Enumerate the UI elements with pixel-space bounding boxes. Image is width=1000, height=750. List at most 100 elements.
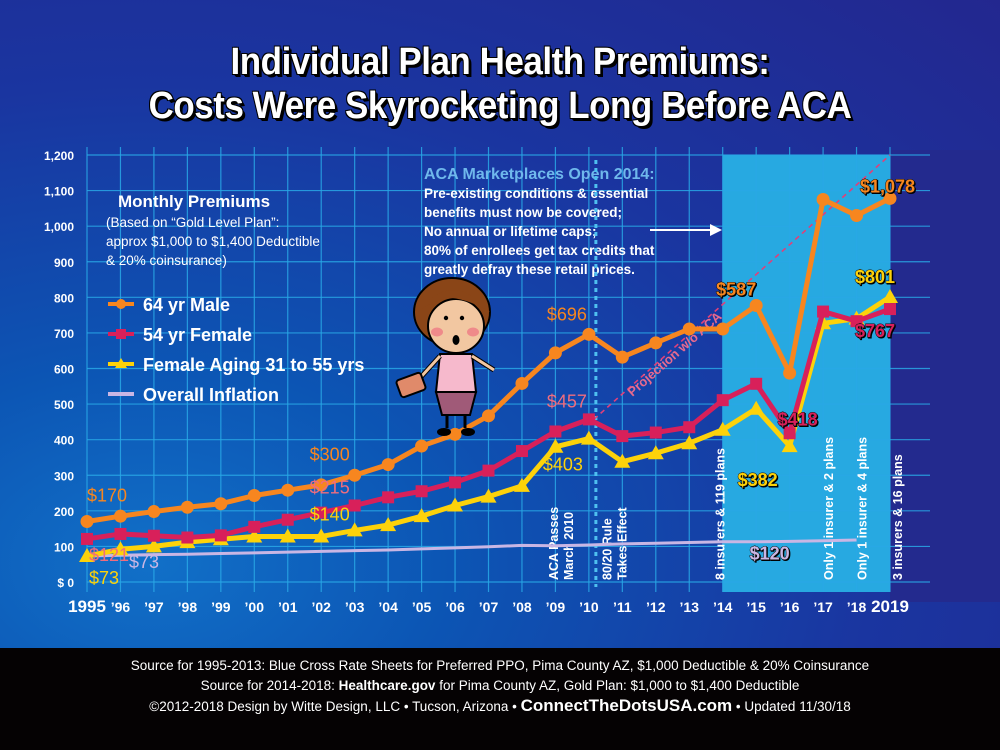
y-tick-label: 300 xyxy=(54,469,74,483)
legend-note-line: approx $1,000 to $1,400 Deductible xyxy=(106,234,320,249)
point-female54 xyxy=(114,527,127,540)
point-female54 xyxy=(817,305,830,318)
point-female_aging xyxy=(882,288,898,303)
x-tick-label: ’09 xyxy=(546,599,566,615)
point-female54 xyxy=(181,531,194,544)
projection-label: Projection w/o ACA xyxy=(624,308,725,399)
x-tick-label: ’06 xyxy=(445,599,465,615)
point-female54 xyxy=(750,377,763,390)
data-label: $696 xyxy=(547,304,587,324)
data-label: $73 xyxy=(129,552,159,572)
point-female_aging xyxy=(614,453,631,468)
point-female54 xyxy=(214,529,227,542)
point-female54 xyxy=(515,445,528,458)
legend-label: 64 yr Male xyxy=(143,295,230,315)
point-male64 xyxy=(147,505,161,519)
point-female_aging xyxy=(748,400,765,415)
point-female_aging xyxy=(313,528,330,543)
point-male64 xyxy=(816,192,830,206)
point-female_aging xyxy=(447,497,464,512)
x-tick-label: ’11 xyxy=(613,599,632,615)
legend-circle-marker-icon xyxy=(116,299,126,309)
site-link[interactable]: ConnectTheDotsUSA.com xyxy=(520,696,733,715)
x-tick-label: ’97 xyxy=(144,599,164,615)
point-female_aging xyxy=(714,421,731,436)
point-male64 xyxy=(381,458,395,472)
credit-prefix: ©2012-2018 Design by Witte Design, LLC •… xyxy=(149,699,521,714)
point-female54 xyxy=(582,413,595,426)
legend-square-marker-icon xyxy=(116,329,126,339)
point-male64 xyxy=(749,299,763,313)
premium-chart: $ 0 100 200 300 400 500 600 700 800 900 1,000 1,100… xyxy=(44,147,1000,616)
data-label: $73 xyxy=(89,568,119,588)
x-tick-label: ’99 xyxy=(211,599,231,615)
data-label: $801 xyxy=(855,267,895,287)
point-female54 xyxy=(783,427,796,440)
data-label: $1,078 xyxy=(860,176,915,196)
x-tick-label: ’15 xyxy=(746,599,766,615)
y-tick-label: 600 xyxy=(54,363,74,377)
source-footer: Source for 1995-2013: Blue Cross Rate Sh… xyxy=(0,648,1000,750)
point-female54 xyxy=(549,425,562,438)
credit-line: ©2012-2018 Design by Witte Design, LLC •… xyxy=(0,696,1000,717)
x-tick-label: ’12 xyxy=(646,599,666,615)
healthcare-gov-label: Healthcare.gov xyxy=(338,678,436,693)
point-male64 xyxy=(348,468,362,482)
point-female_aging xyxy=(145,538,162,553)
vertical-annotation: 80/20 Rule xyxy=(600,518,614,580)
legend-note-line: & 20% coinsurance) xyxy=(106,253,227,268)
aca-callout-line: Pre-existing conditions & essential xyxy=(424,186,648,201)
source-line-2-rest: for Pima County AZ, Gold Plan: $1,000 to… xyxy=(435,678,800,693)
data-label: $120 xyxy=(750,543,790,563)
data-label: $418 xyxy=(778,409,818,429)
point-male64 xyxy=(716,322,730,336)
point-female54 xyxy=(449,476,462,489)
data-label: $587 xyxy=(716,280,756,300)
x-tick-label: 1995 xyxy=(68,597,106,616)
point-female_aging xyxy=(513,477,530,492)
data-label: $457 xyxy=(547,391,587,411)
point-female_aging xyxy=(480,488,497,503)
point-female54 xyxy=(348,499,361,512)
x-tick-label: ’18 xyxy=(847,599,867,615)
point-female_aging xyxy=(79,548,95,563)
point-female_aging xyxy=(380,517,397,532)
point-male64 xyxy=(113,509,127,523)
aca-callout-heading: ACA Marketplaces Open 2014: xyxy=(424,166,655,183)
point-male64 xyxy=(548,346,562,360)
legend-label: Female Aging 31 to 55 yrs xyxy=(143,355,364,375)
projection-line xyxy=(593,154,891,420)
point-male64 xyxy=(515,376,529,390)
point-female_aging xyxy=(681,435,698,450)
point-female54 xyxy=(482,464,495,477)
x-tick-label: ’16 xyxy=(780,599,800,615)
vertical-annotation: 3 insurers & 16 plans xyxy=(891,454,905,580)
point-female54 xyxy=(716,394,729,407)
vertical-annotation: Only 1 insurer & 4 plans xyxy=(856,437,870,580)
point-female_aging xyxy=(346,522,363,537)
point-male64 xyxy=(415,439,429,453)
x-tick-label: ’98 xyxy=(178,599,198,615)
point-female54 xyxy=(281,513,294,526)
point-female54 xyxy=(616,430,629,443)
aca-callout-line: benefits must now be covered; xyxy=(424,205,622,220)
point-female_aging xyxy=(246,528,263,543)
y-tick-label: 1,200 xyxy=(44,149,74,163)
x-tick-label: ’96 xyxy=(111,599,131,615)
point-female54 xyxy=(81,532,93,545)
point-male64 xyxy=(314,478,328,492)
x-tick-label: ’05 xyxy=(412,599,432,615)
point-male64 xyxy=(80,515,94,529)
series-line-inflation xyxy=(86,538,857,558)
x-tick-label: ’04 xyxy=(378,599,398,615)
point-male64 xyxy=(448,427,462,441)
point-male64 xyxy=(281,483,295,497)
point-female54 xyxy=(248,520,261,533)
point-male64 xyxy=(482,409,495,423)
aca-callout-line: No annual or lifetime caps; xyxy=(424,224,597,239)
point-male64 xyxy=(247,489,261,503)
aca-callout-line: 80% of enrollees get tax credits that xyxy=(424,243,655,258)
x-tick-label: ’01 xyxy=(278,599,298,615)
worried-woman-illustration xyxy=(395,277,496,436)
